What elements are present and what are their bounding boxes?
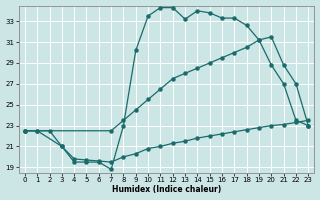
X-axis label: Humidex (Indice chaleur): Humidex (Indice chaleur) — [112, 185, 221, 194]
